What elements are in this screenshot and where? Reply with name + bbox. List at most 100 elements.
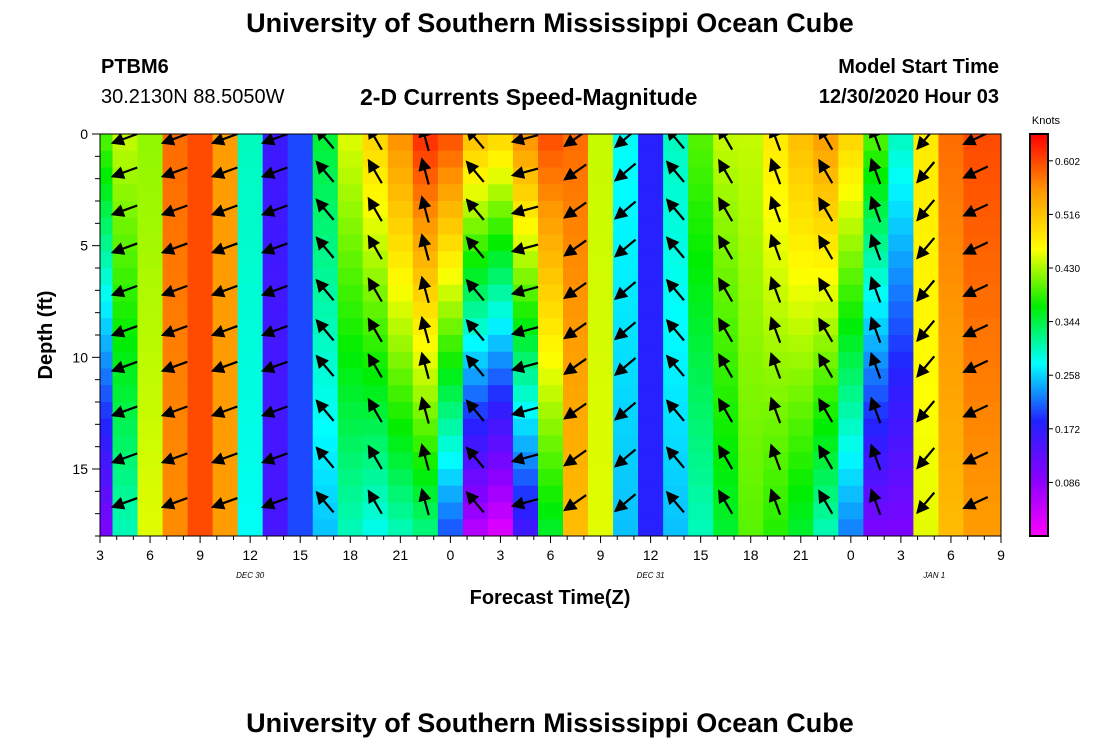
heatmap-cell: [237, 452, 264, 470]
current-arrow: [916, 161, 936, 184]
heatmap-cell: [112, 301, 139, 319]
heatmap-cell: [137, 519, 164, 536]
heatmap-cell: [588, 251, 614, 269]
heatmap-cell: [738, 519, 764, 536]
current-arrow: [718, 196, 734, 222]
heatmap-cell: [563, 301, 589, 319]
heatmap-cell: [938, 150, 965, 169]
heatmap-cell: [100, 167, 114, 185]
current-arrow: [768, 488, 782, 516]
heatmap-cell: [988, 469, 1001, 487]
heatmap-cell: [563, 502, 589, 520]
heatmap-cell: [663, 368, 689, 386]
heatmap-cell: [988, 184, 1001, 202]
heatmap-cell: [688, 318, 714, 336]
heatmap-cell: [437, 402, 464, 420]
current-arrow: [718, 353, 734, 379]
current-arrow: [418, 396, 432, 424]
heatmap-cell: [337, 485, 364, 504]
heatmap-cell: [162, 234, 189, 252]
heatmap-cell: [588, 418, 614, 437]
model-start-label: Model Start Time: [838, 56, 999, 78]
heatmap-cell: [537, 368, 564, 386]
heatmap-cell: [100, 268, 114, 286]
heatmap-cell: [187, 402, 214, 420]
heatmap-cell: [262, 435, 289, 453]
heatmap-cell: [938, 452, 965, 470]
heatmap-cell: [613, 469, 639, 487]
current-arrow: [916, 279, 936, 302]
heatmap-cell: [387, 502, 414, 520]
y-tick-label: 5: [80, 238, 88, 254]
heatmap-cell: [663, 469, 689, 487]
heatmap-cell: [437, 368, 464, 386]
heatmap-cell: [838, 485, 864, 504]
heatmap-cell: [888, 519, 915, 536]
heatmap-cell: [688, 201, 714, 219]
heatmap-cell: [237, 150, 264, 169]
heatmap-cell: [487, 502, 514, 520]
heatmap-cell: [838, 385, 864, 403]
heatmap-cell: [312, 301, 339, 319]
colorbar-tick-label: 0.172: [1055, 425, 1080, 436]
heatmap-cell: [888, 167, 915, 185]
plot-title: 2-D Currents Speed-Magnitude: [360, 84, 698, 110]
heatmap-cell: [462, 418, 489, 437]
colorbar: Knots 0.602 0.516 0.430 0.344 0.258 0.172 0.08…: [1029, 115, 1080, 537]
heatmap-cell: [738, 268, 764, 286]
current-arrow: [563, 357, 587, 375]
current-arrow: [465, 446, 485, 469]
heatmap-cell: [613, 234, 639, 252]
heatmap-cell: [688, 402, 714, 420]
heatmap-cell: [362, 150, 389, 169]
heatmap-cell: [100, 301, 114, 319]
heatmap-cell: [638, 502, 664, 520]
heatmap-cell: [137, 201, 164, 219]
current-arrow: [210, 134, 238, 146]
heatmap-cell: [187, 385, 214, 403]
heatmap-cell: [362, 251, 389, 269]
heatmap-cell: [713, 184, 739, 202]
heatmap-cell: [412, 368, 439, 386]
heatmap-cell: [763, 184, 789, 202]
heatmap-cell: [663, 268, 689, 286]
heatmap-cell: [312, 519, 339, 536]
current-arrow: [665, 236, 685, 259]
heatmap-cell: [563, 485, 589, 504]
current-arrow: [768, 316, 782, 344]
current-arrow: [818, 234, 834, 260]
current-arrow: [315, 446, 335, 469]
heatmap-cell: [512, 435, 539, 453]
heatmap-cell: [888, 502, 915, 520]
heatmap-cell: [713, 502, 739, 520]
current-arrow: [962, 404, 989, 418]
heatmap-cell: [487, 435, 514, 453]
heatmap-cell: [613, 301, 639, 319]
y-axis-label: Depth (ft): [35, 291, 57, 380]
heatmap-cell: [387, 150, 414, 169]
heatmap-cell: [638, 469, 664, 487]
heatmap-cell: [588, 402, 614, 420]
heatmap-cell: [613, 435, 639, 453]
heatmap-cell: [537, 502, 564, 520]
heatmap-cell: [387, 418, 414, 437]
heatmap-cell: [788, 301, 814, 319]
heatmap-cell: [688, 485, 714, 504]
heatmap-cell: [312, 284, 339, 303]
heatmap-cell: [237, 418, 264, 437]
current-arrow: [160, 242, 188, 255]
current-arrow: [718, 158, 734, 184]
heatmap-cell: [888, 402, 915, 420]
heatmap-cell: [100, 469, 114, 487]
x-tick-label: 12: [242, 547, 258, 563]
heatmap-cell: [638, 452, 664, 470]
heatmap-cell: [512, 251, 539, 269]
current-arrow: [665, 399, 685, 422]
heatmap-cell: [537, 452, 564, 470]
current-arrow: [818, 277, 834, 303]
heatmap-cell: [588, 385, 614, 403]
current-arrow: [260, 496, 288, 510]
current-arrow: [160, 134, 188, 146]
heatmap-cell: [337, 335, 364, 353]
heatmap-cell: [888, 351, 915, 370]
